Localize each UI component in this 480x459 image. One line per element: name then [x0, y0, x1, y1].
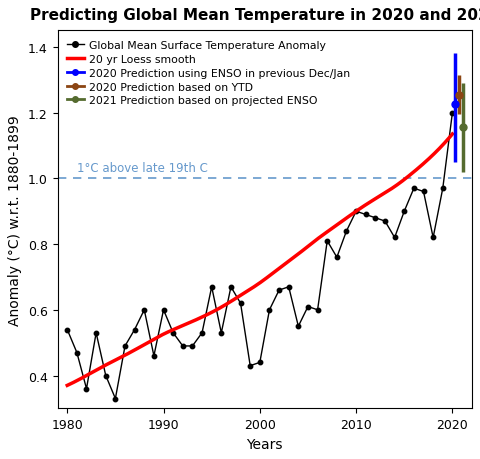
Text: 1°C above late 19th C: 1°C above late 19th C [77, 162, 208, 175]
Title: Predicting Global Mean Temperature in 2020 and 2021: Predicting Global Mean Temperature in 20… [30, 8, 480, 23]
X-axis label: Years: Years [246, 437, 283, 451]
Legend: Global Mean Surface Temperature Anomaly, 20 yr Loess smooth, 2020 Prediction usi: Global Mean Surface Temperature Anomaly,… [63, 37, 355, 111]
Y-axis label: Anomaly (°C) w.r.t. 1880-1899: Anomaly (°C) w.r.t. 1880-1899 [8, 115, 23, 325]
